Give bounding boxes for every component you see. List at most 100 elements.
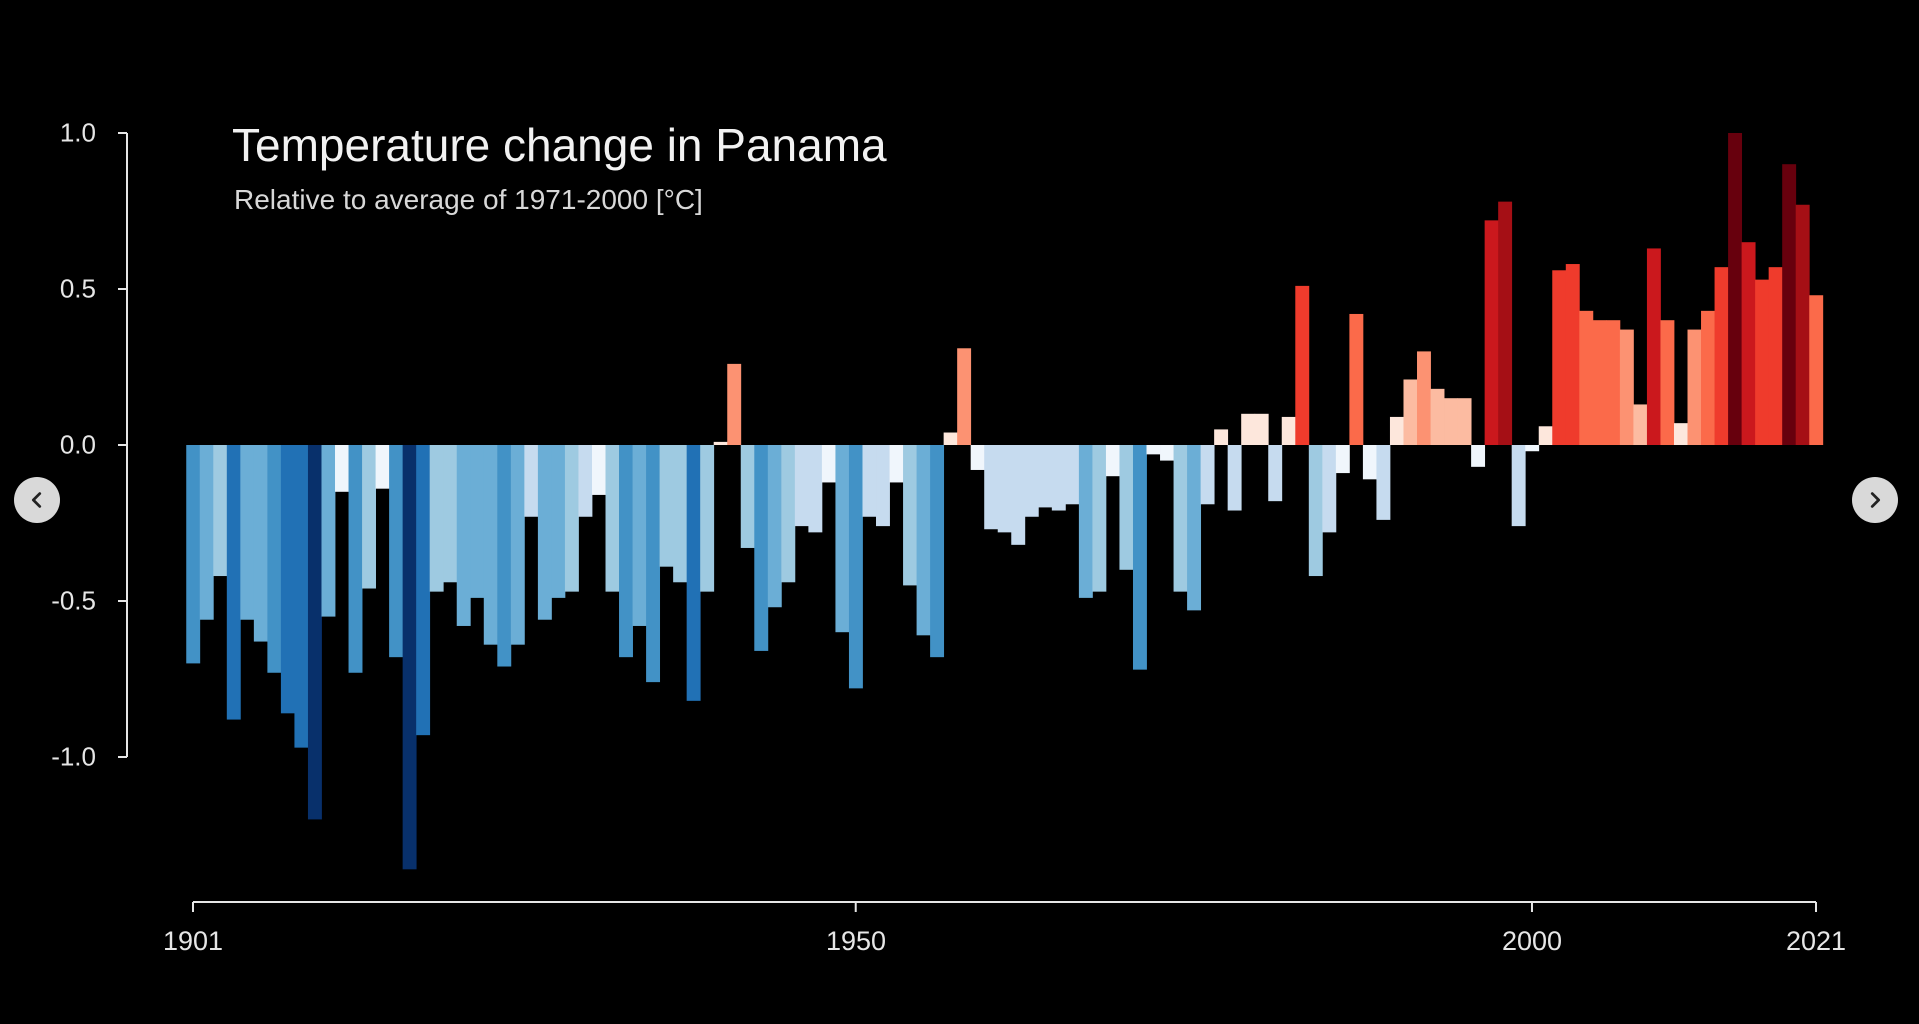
bar-1956 bbox=[930, 445, 945, 658]
bar-1979 bbox=[1241, 413, 1256, 445]
bar-1998 bbox=[1498, 201, 1513, 445]
bar-1902 bbox=[199, 445, 214, 620]
bar-1922 bbox=[470, 445, 485, 598]
x-tick-label: 2000 bbox=[1501, 926, 1563, 956]
bar-1970 bbox=[1119, 445, 1134, 570]
bar-1987 bbox=[1349, 313, 1364, 445]
bar-1948 bbox=[821, 445, 836, 483]
bar-1958 bbox=[957, 348, 972, 445]
bar-1934 bbox=[632, 445, 647, 626]
bar-1977 bbox=[1214, 429, 1229, 445]
bar-1989 bbox=[1376, 445, 1391, 520]
bar-1929 bbox=[564, 445, 579, 592]
bar-1985 bbox=[1322, 445, 1337, 533]
bar-2012 bbox=[1687, 329, 1702, 445]
bar-2015 bbox=[1728, 133, 1743, 445]
bar-2003 bbox=[1565, 264, 1580, 445]
bar-1928 bbox=[551, 445, 566, 598]
bar-1941 bbox=[727, 363, 742, 445]
bar-1973 bbox=[1160, 445, 1174, 461]
bar-1976 bbox=[1200, 445, 1215, 505]
bar-2000 bbox=[1525, 445, 1540, 452]
next-slide-button[interactable] bbox=[1852, 477, 1898, 523]
bar-1935 bbox=[646, 445, 661, 683]
bar-1921 bbox=[456, 445, 471, 626]
bar-1990 bbox=[1389, 416, 1404, 445]
bar-2010 bbox=[1660, 320, 1675, 445]
bar-1908 bbox=[280, 445, 295, 714]
bar-2002 bbox=[1552, 270, 1567, 445]
bar-1932 bbox=[605, 445, 620, 592]
bar-1905 bbox=[240, 445, 255, 620]
bar-2019 bbox=[1782, 164, 1797, 445]
bar-1955 bbox=[916, 445, 931, 636]
bar-1906 bbox=[253, 445, 268, 642]
x-tick-label: 2021 bbox=[1785, 926, 1847, 956]
bar-1915 bbox=[375, 445, 390, 489]
bars bbox=[186, 133, 1824, 870]
bar-1918 bbox=[416, 445, 431, 736]
bar-1916 bbox=[389, 445, 404, 658]
bar-1943 bbox=[754, 445, 769, 651]
bar-1995 bbox=[1457, 398, 1472, 445]
bar-1967 bbox=[1078, 445, 1093, 598]
bar-1959 bbox=[970, 445, 985, 470]
previous-slide-button[interactable] bbox=[14, 477, 60, 523]
chevron-left-icon bbox=[31, 492, 42, 508]
bar-1994 bbox=[1444, 398, 1458, 445]
bar-1993 bbox=[1430, 388, 1445, 445]
bar-2018 bbox=[1768, 267, 1783, 445]
bar-1917 bbox=[402, 445, 417, 870]
bar-1963 bbox=[1024, 445, 1039, 517]
chevron-right-icon bbox=[1870, 492, 1881, 508]
bar-1968 bbox=[1092, 445, 1107, 592]
bar-1996 bbox=[1471, 445, 1486, 467]
bar-2008 bbox=[1633, 404, 1648, 445]
bar-2001 bbox=[1538, 426, 1553, 445]
bar-1946 bbox=[794, 445, 809, 527]
x-tick-label: 1950 bbox=[825, 926, 887, 956]
bar-1942 bbox=[740, 445, 755, 548]
bar-1940 bbox=[713, 441, 728, 445]
bar-1914 bbox=[362, 445, 376, 589]
bar-1969 bbox=[1105, 445, 1120, 477]
bar-1953 bbox=[889, 445, 904, 483]
bar-2020 bbox=[1795, 204, 1810, 445]
bar-1910 bbox=[307, 445, 322, 820]
bar-1950 bbox=[848, 445, 863, 689]
bar-1901 bbox=[186, 445, 201, 664]
bar-1954 bbox=[903, 445, 917, 586]
bar-1952 bbox=[876, 445, 890, 527]
bar-1939 bbox=[700, 445, 715, 592]
bar-2013 bbox=[1701, 310, 1715, 445]
bar-1984 bbox=[1308, 445, 1323, 577]
bar-1972 bbox=[1146, 445, 1161, 455]
bar-1981 bbox=[1268, 445, 1283, 502]
bar-1951 bbox=[862, 445, 877, 517]
y-tick-label: -0.5 bbox=[51, 585, 96, 616]
bar-1911 bbox=[321, 445, 336, 617]
bar-1999 bbox=[1511, 445, 1526, 527]
bar-1923 bbox=[483, 445, 498, 645]
bar-2006 bbox=[1606, 320, 1621, 445]
bar-1949 bbox=[835, 445, 850, 633]
bar-1991 bbox=[1403, 379, 1418, 445]
bar-1930 bbox=[578, 445, 593, 517]
bar-1931 bbox=[591, 445, 606, 495]
bar-1903 bbox=[213, 445, 228, 577]
bar-1925 bbox=[510, 445, 525, 645]
bar-1927 bbox=[537, 445, 552, 620]
y-tick-label: 0.5 bbox=[59, 273, 96, 304]
bar-1997 bbox=[1484, 220, 1499, 445]
bar-1983 bbox=[1295, 285, 1310, 445]
y-tick-label: 1.0 bbox=[59, 117, 96, 148]
bar-1974 bbox=[1173, 445, 1188, 592]
bar-1912 bbox=[335, 445, 349, 492]
bar-1975 bbox=[1187, 445, 1202, 611]
bar-1978 bbox=[1227, 445, 1242, 511]
bar-2004 bbox=[1579, 310, 1594, 445]
bar-1907 bbox=[267, 445, 282, 673]
bar-1944 bbox=[767, 445, 782, 608]
chart-subtitle: Relative to average of 1971-2000 [°C] bbox=[234, 184, 703, 215]
